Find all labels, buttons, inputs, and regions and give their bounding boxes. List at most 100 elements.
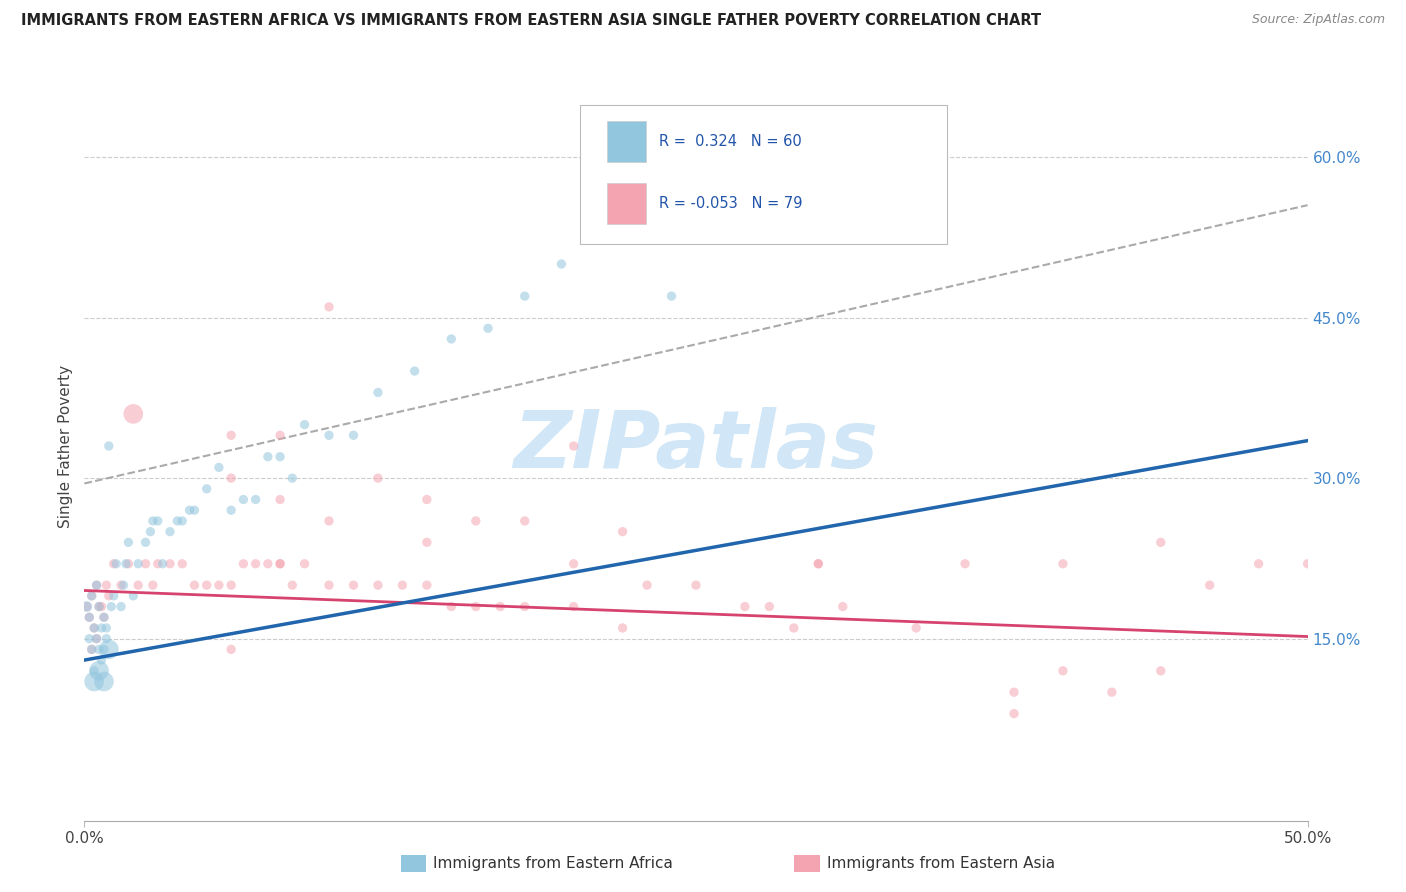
- Point: [1150, 664, 1173, 678]
- Text: R =  0.324   N = 60: R = 0.324 N = 60: [659, 134, 801, 149]
- Point: [1101, 685, 1123, 699]
- Point: [269, 492, 291, 507]
- Point: [612, 621, 634, 635]
- Point: [96, 621, 118, 635]
- Point: [318, 514, 340, 528]
- Point: [367, 471, 389, 485]
- Point: [367, 385, 389, 400]
- Point: [464, 514, 486, 528]
- Point: [93, 610, 115, 624]
- Text: ZIPatlas: ZIPatlas: [513, 407, 879, 485]
- Point: [83, 674, 105, 689]
- Point: [758, 599, 780, 614]
- Point: [416, 492, 439, 507]
- Point: [139, 524, 162, 539]
- Point: [166, 514, 188, 528]
- Point: [342, 578, 364, 592]
- Point: [1198, 578, 1220, 592]
- Point: [416, 535, 439, 549]
- Point: [159, 557, 181, 571]
- Point: [562, 439, 585, 453]
- Point: [80, 642, 103, 657]
- Point: [586, 182, 609, 196]
- Point: [103, 557, 125, 571]
- Point: [86, 578, 108, 592]
- Point: [110, 578, 132, 592]
- Point: [135, 535, 157, 549]
- Point: [245, 557, 267, 571]
- Point: [685, 578, 707, 592]
- Point: [562, 557, 585, 571]
- Point: [127, 578, 149, 592]
- Point: [219, 642, 242, 657]
- Point: [179, 503, 201, 517]
- Point: [269, 428, 291, 442]
- Point: [318, 300, 340, 314]
- Point: [1052, 664, 1074, 678]
- Point: [103, 589, 125, 603]
- Point: [281, 578, 304, 592]
- Point: [208, 460, 231, 475]
- Point: [232, 557, 254, 571]
- Point: [172, 557, 194, 571]
- Point: [86, 578, 108, 592]
- Point: [87, 642, 110, 657]
- Point: [146, 514, 169, 528]
- Point: [105, 557, 128, 571]
- FancyBboxPatch shape: [579, 105, 946, 244]
- Point: [562, 599, 585, 614]
- Point: [612, 524, 634, 539]
- Point: [195, 578, 218, 592]
- Point: [83, 621, 105, 635]
- Point: [416, 578, 439, 592]
- Point: [122, 589, 145, 603]
- Point: [550, 257, 572, 271]
- Point: [831, 599, 853, 614]
- Point: [1296, 557, 1319, 571]
- Point: [489, 599, 512, 614]
- Point: [636, 578, 658, 592]
- Point: [76, 599, 98, 614]
- Y-axis label: Single Father Poverty: Single Father Poverty: [58, 365, 73, 527]
- Point: [464, 599, 486, 614]
- Point: [93, 610, 115, 624]
- Point: [86, 632, 108, 646]
- Point: [127, 557, 149, 571]
- Point: [77, 632, 100, 646]
- Point: [183, 503, 205, 517]
- Point: [513, 599, 536, 614]
- Text: Source: ZipAtlas.com: Source: ZipAtlas.com: [1251, 13, 1385, 27]
- Point: [269, 557, 291, 571]
- Point: [257, 557, 280, 571]
- Point: [513, 289, 536, 303]
- Point: [195, 482, 218, 496]
- Point: [142, 514, 165, 528]
- Point: [100, 599, 122, 614]
- Point: [661, 289, 683, 303]
- Point: [77, 610, 100, 624]
- Point: [110, 599, 132, 614]
- Point: [783, 621, 806, 635]
- Text: Immigrants from Eastern Africa: Immigrants from Eastern Africa: [433, 856, 673, 871]
- Text: R = -0.053   N = 79: R = -0.053 N = 79: [659, 195, 803, 211]
- Point: [87, 599, 110, 614]
- Point: [245, 492, 267, 507]
- Point: [1002, 706, 1025, 721]
- Point: [93, 642, 115, 657]
- Bar: [606, 120, 645, 162]
- Point: [269, 557, 291, 571]
- Point: [83, 621, 105, 635]
- Point: [146, 557, 169, 571]
- Point: [281, 471, 304, 485]
- Point: [905, 621, 928, 635]
- Point: [97, 589, 120, 603]
- Point: [159, 524, 181, 539]
- Point: [87, 664, 110, 678]
- Point: [87, 599, 110, 614]
- Point: [807, 557, 830, 571]
- Point: [232, 492, 254, 507]
- Point: [1247, 557, 1270, 571]
- Point: [80, 642, 103, 657]
- Point: [367, 578, 389, 592]
- Point: [90, 653, 112, 667]
